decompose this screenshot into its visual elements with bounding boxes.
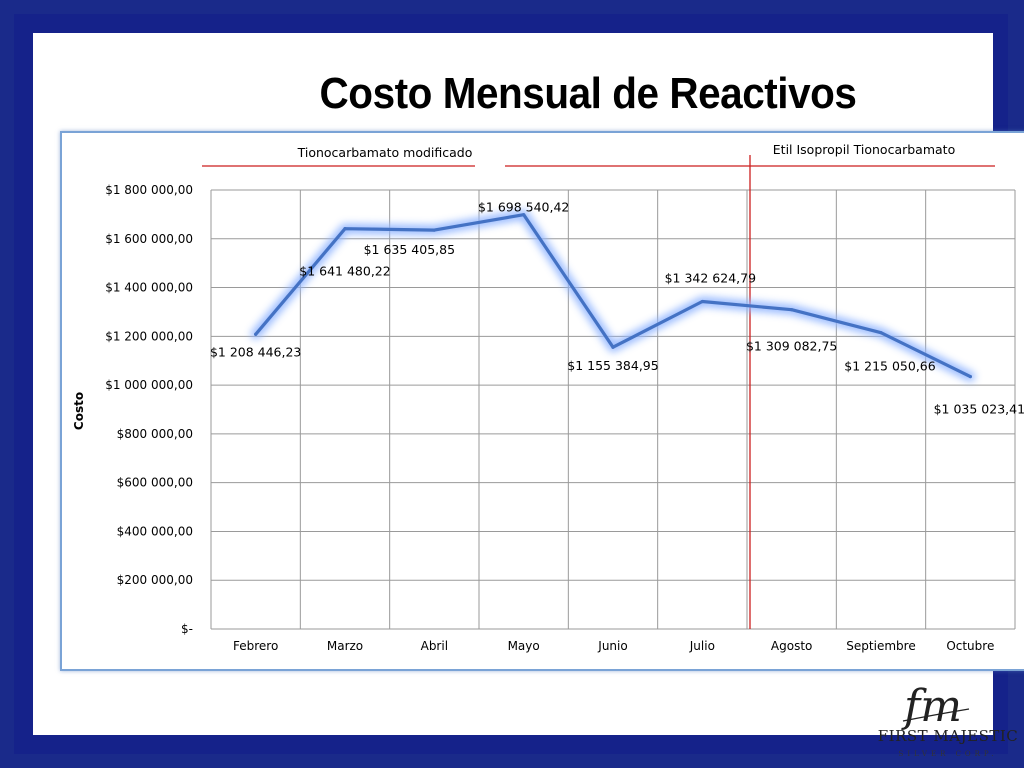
data-label: $1 215 050,66 (844, 359, 935, 374)
data-point (522, 213, 526, 217)
data-point (254, 332, 258, 336)
data-point (968, 374, 972, 379)
logo-graphic: fm FIRST MAJESTIC SILVER CORP. (878, 681, 1019, 758)
y-tick-label: $1 400 000,00 (105, 281, 193, 295)
slide-title: Costo Mensual de Reactivos (319, 69, 857, 118)
period-annotations: Tionocarbamato modificado Etil Isopropil … (202, 142, 995, 629)
data-point (790, 308, 794, 312)
data-label: $1 309 082,75 (746, 339, 837, 354)
x-tick-label: Junio (597, 639, 627, 653)
data-point (432, 228, 436, 232)
x-tick-label: Marzo (327, 639, 363, 653)
y-tick-label: $1 800 000,00 (105, 183, 193, 197)
data-point (879, 331, 883, 335)
gridlines: $- $200 000,00 $400 000,00 $600 000,00 $800 … (105, 183, 1016, 653)
data-point (611, 345, 615, 349)
data-label: $1 208 446,23 (210, 344, 301, 359)
data-label: $1 641 480,22 (299, 264, 390, 279)
y-tick-label: $400 000,00 (117, 524, 193, 538)
period-annotation: Etil Isopropil Tionocarbamato (773, 142, 955, 157)
data-label: $1 155 384,95 (567, 358, 658, 373)
x-tick-label: Mayo (508, 639, 540, 653)
data-labels: $1 208 446,23 $1 641 480,22 $1 635 405,85 $… (210, 200, 1024, 417)
x-tick-label: Julio (689, 639, 715, 653)
data-label: $1 035 023,41 (934, 402, 1024, 417)
data-label: $1 698 540,42 (478, 200, 569, 215)
data-label: $1 342 624,79 (665, 271, 756, 286)
logo-monogram: fm (901, 681, 962, 732)
line-chart: $- $200 000,00 $400 000,00 $600 000,00 $800 … (72, 142, 1024, 653)
y-tick-label: $1 200 000,00 (105, 329, 193, 343)
x-tick-label: Abril (421, 639, 448, 653)
logo-subtitle: SILVER CORP. (899, 750, 998, 758)
x-tick-label: Agosto (771, 639, 812, 653)
x-tick-label: Octubre (946, 639, 994, 653)
period-annotation: Tionocarbamato modificado (297, 145, 473, 160)
y-tick-label: $1 000 000,00 (105, 378, 193, 392)
x-tick-label: Febrero (233, 639, 278, 653)
y-axis-title: Costo (72, 392, 86, 430)
first-majestic-logo: fm FIRST MAJESTIC SILVER CORP. (873, 679, 1023, 761)
data-label: $1 635 405,85 (364, 242, 455, 257)
logo-swash (902, 708, 970, 722)
chart-panel: $- $200 000,00 $400 000,00 $600 000,00 $800 … (60, 131, 1024, 671)
y-tick-label: $800 000,00 (117, 427, 193, 441)
y-tick-label: $1 600 000,00 (105, 232, 193, 246)
x-tick-label: Septiembre (846, 639, 915, 653)
axes: Costo (72, 392, 86, 430)
y-tick-label: $- (181, 622, 193, 636)
logo-name: FIRST MAJESTIC (878, 727, 1019, 745)
slide-canvas: Costo Mensual de Reactivos $- $200 000,00… (33, 33, 1024, 758)
data-point (343, 227, 347, 231)
y-tick-label: $600 000,00 (117, 476, 193, 490)
y-tick-label: $200 000,00 (117, 573, 193, 587)
series-line (250, 209, 976, 382)
data-point (700, 299, 704, 304)
